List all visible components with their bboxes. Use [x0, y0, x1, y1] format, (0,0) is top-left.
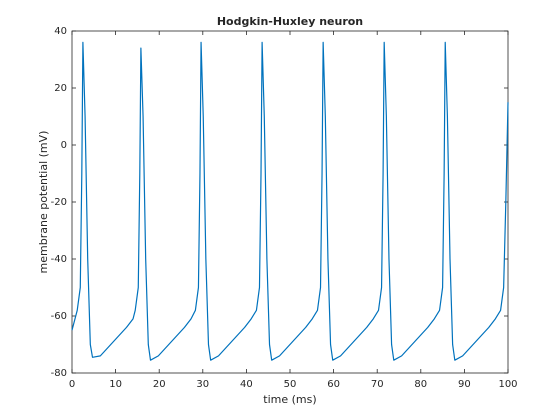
y-tick-label: -20 [51, 197, 67, 208]
x-tick-label: 0 [69, 379, 75, 390]
y-tick-label: 20 [54, 83, 67, 94]
x-tick-label: 40 [240, 379, 253, 390]
x-tick-label: 50 [284, 379, 297, 390]
y-tick-label: -80 [51, 368, 67, 379]
x-tick-label: 100 [498, 379, 517, 390]
x-tick-label: 20 [153, 379, 166, 390]
y-axis-label: membrane potential (mV) [37, 131, 50, 274]
y-tick-label: -40 [51, 254, 67, 265]
x-tick-label: 30 [196, 379, 209, 390]
y-tick-label: 40 [54, 26, 67, 37]
x-tick-label: 90 [458, 379, 471, 390]
x-tick-label: 60 [327, 379, 340, 390]
x-tick-label: 70 [371, 379, 384, 390]
x-axis-label: time (ms) [263, 393, 316, 406]
x-tick-label: 10 [109, 379, 122, 390]
chart-title: Hodgkin-Huxley neuron [217, 15, 363, 28]
y-tick-label: -60 [51, 311, 67, 322]
x-tick-label: 80 [414, 379, 427, 390]
y-tick-label: 0 [61, 140, 67, 151]
line [71, 41, 509, 361]
